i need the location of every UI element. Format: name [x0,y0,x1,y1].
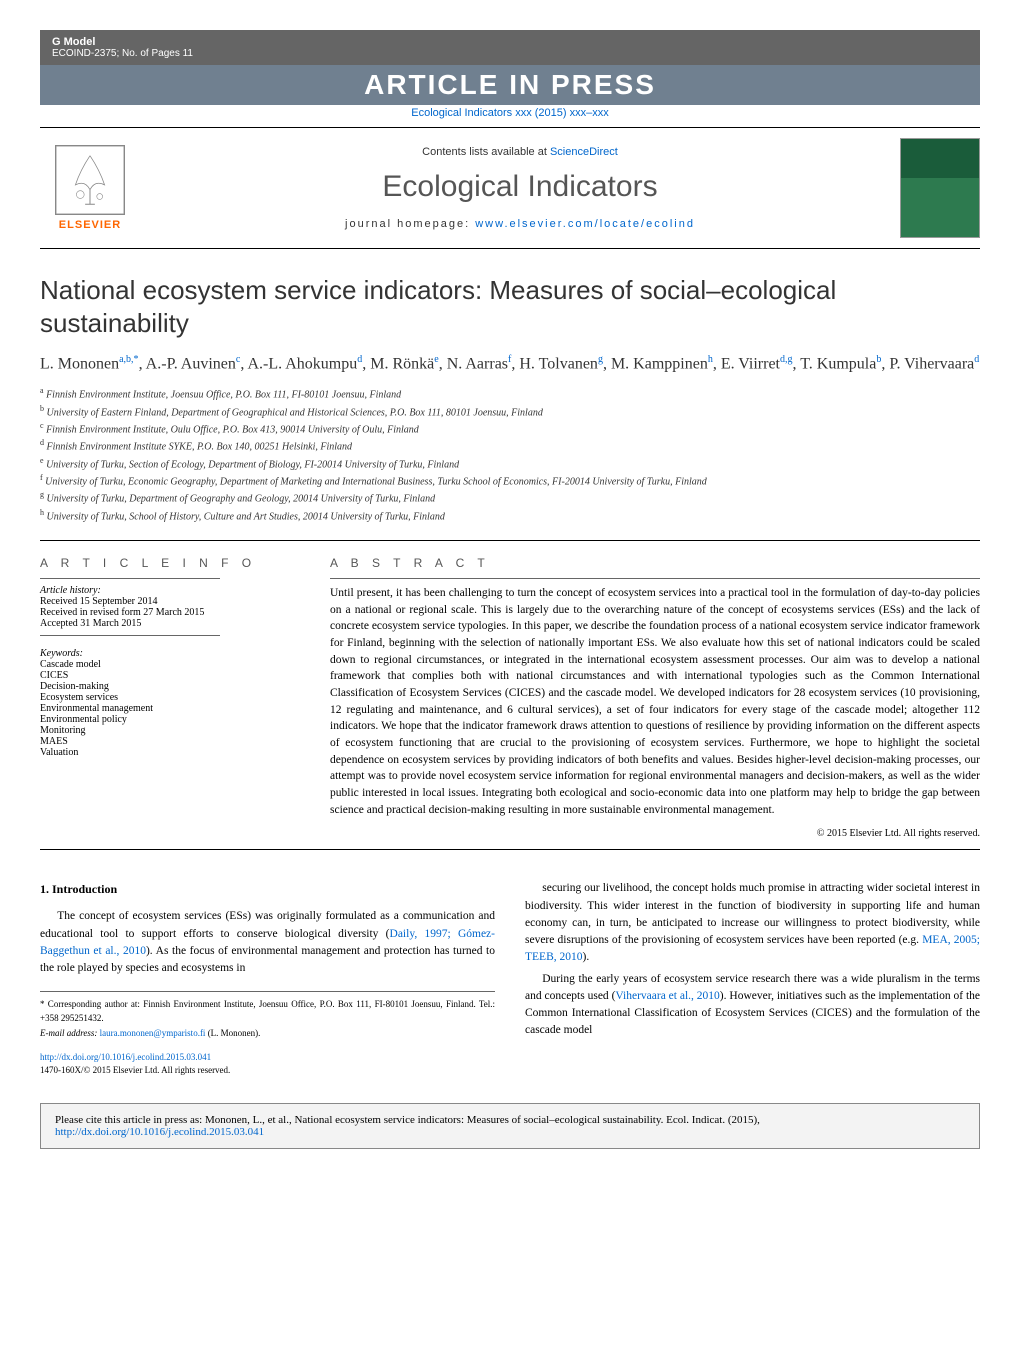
affiliation-item: d Finnish Environment Institute SYKE, P.… [40,437,980,454]
contents-label: Contents lists available at [422,146,550,158]
divider [40,540,980,541]
abstract-text: Until present, it has been challenging t… [330,585,980,818]
body-paragraph: During the early years of ecosystem serv… [525,971,980,1040]
article-info: A R T I C L E I N F O Article history: R… [40,556,300,839]
affiliation-item: f University of Turku, Economic Geograph… [40,472,980,489]
issn-line: 1470-160X/© 2015 Elsevier Ltd. All right… [40,1065,230,1075]
press-banner: ARTICLE IN PRESS [40,65,980,105]
left-column: 1. Introduction The concept of ecosystem… [40,880,495,1078]
body-paragraph: securing our livelihood, the concept hol… [525,880,980,966]
journal-cover-thumb [900,138,980,238]
abstract-column: A B S T R A C T Until present, it has be… [330,556,980,839]
keyword-item: Environmental management [40,703,300,714]
affiliation-item: g University of Turku, Department of Geo… [40,489,980,506]
doi-link[interactable]: http://dx.doi.org/10.1016/j.ecolind.2015… [40,1052,211,1062]
email-label: E-mail address: [40,1028,100,1038]
email-line: E-mail address: laura.mononen@ymparisto.… [40,1027,495,1041]
elsevier-tree-icon [55,145,125,215]
affiliation-item: a Finnish Environment Institute, Joensuu… [40,385,980,402]
affiliation-item: c Finnish Environment Institute, Oulu Of… [40,420,980,437]
info-divider [40,635,220,636]
affiliation-item: b University of Eastern Finland, Departm… [40,403,980,420]
history-item: Received 15 September 2014 [40,596,300,607]
journal-ref-link[interactable]: Ecological Indicators xxx (2015) xxx–xxx [40,107,980,119]
journal-title: Ecological Indicators [140,170,900,204]
section-1-head: 1. Introduction [40,880,495,898]
affiliations: a Finnish Environment Institute, Joensuu… [40,385,980,524]
keyword-item: Valuation [40,747,300,758]
doc-id: ECOIND-2375; No. of Pages 11 [52,48,968,59]
elsevier-text: ELSEVIER [59,219,121,231]
cite-this-article-box: Please cite this article in press as: Mo… [40,1103,980,1149]
masthead: ELSEVIER Contents lists available at Sci… [40,127,980,249]
email-tail: (L. Mononen). [205,1028,260,1038]
cite-box-text: Please cite this article in press as: Mo… [55,1114,760,1126]
authors-line: L. Mononena,b,*, A.-P. Auvinenc, A.-L. A… [40,354,980,373]
keyword-item: Monitoring [40,725,300,736]
history-item: Received in revised form 27 March 2015 [40,607,300,618]
body-text: securing our livelihood, the concept hol… [525,882,980,946]
cite-box-doi-link[interactable]: http://dx.doi.org/10.1016/j.ecolind.2015… [55,1126,264,1138]
model-header: G Model ECOIND-2375; No. of Pages 11 [40,30,980,65]
elsevier-logo: ELSEVIER [40,138,140,238]
sciencedirect-link[interactable]: ScienceDirect [550,146,618,158]
keywords-head: Keywords: [40,648,300,659]
keyword-item: Environmental policy [40,714,300,725]
body-paragraph: The concept of ecosystem services (ESs) … [40,908,495,977]
keyword-item: Ecosystem services [40,692,300,703]
right-column: securing our livelihood, the concept hol… [525,880,980,1078]
gmodel-label: G Model [52,36,968,48]
info-divider [40,578,220,579]
homepage-label: journal homepage: [345,218,475,230]
abstract-head: A B S T R A C T [330,556,980,570]
body-text: ). [583,951,590,963]
homepage-line: journal homepage: www.elsevier.com/locat… [140,218,900,230]
history-item: Accepted 31 March 2015 [40,618,300,629]
email-link[interactable]: laura.mononen@ymparisto.fi [100,1028,206,1038]
keyword-item: CICES [40,670,300,681]
body-columns: 1. Introduction The concept of ecosystem… [40,880,980,1078]
copyright-line: © 2015 Elsevier Ltd. All rights reserved… [330,828,980,839]
history-head: Article history: [40,585,300,596]
article-title: National ecosystem service indicators: M… [40,274,980,339]
keyword-item: Cascade model [40,659,300,670]
keyword-item: Decision-making [40,681,300,692]
info-head: A R T I C L E I N F O [40,556,300,570]
homepage-url[interactable]: www.elsevier.com/locate/ecolind [475,218,695,230]
abstract-divider [330,578,980,579]
affiliation-item: e University of Turku, Section of Ecolog… [40,455,980,472]
footnotes: * Corresponding author at: Finnish Envir… [40,991,495,1041]
affiliation-item: h University of Turku, School of History… [40,507,980,524]
divider [40,849,980,850]
citation-link[interactable]: Vihervaara et al., 2010 [615,990,719,1002]
keyword-item: MAES [40,736,300,747]
contents-line: Contents lists available at ScienceDirec… [140,146,900,158]
corresponding-author-note: * Corresponding author at: Finnish Envir… [40,998,495,1025]
doi-block: http://dx.doi.org/10.1016/j.ecolind.2015… [40,1051,495,1078]
